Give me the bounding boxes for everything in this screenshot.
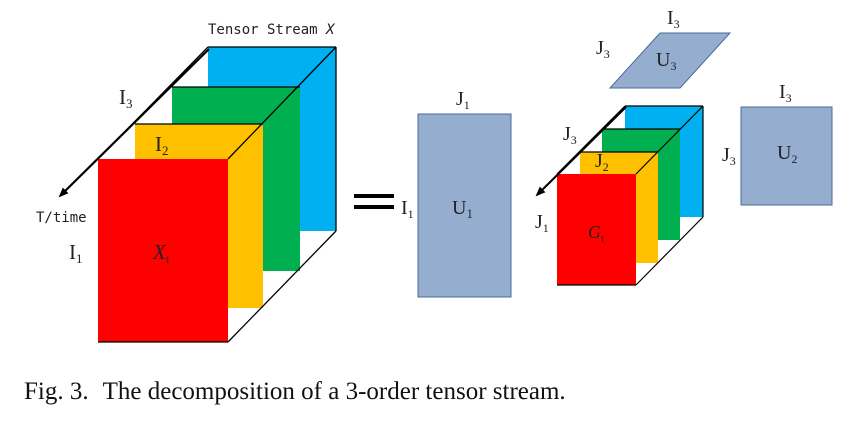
u2-label-j3: J3 [722, 144, 736, 168]
core-label-j2: J2 [595, 150, 609, 174]
u3-label-j3: J3 [596, 37, 610, 61]
figure-caption: Fig. 3. The decomposition of a 3-order te… [24, 378, 864, 406]
u3-matrix [608, 32, 732, 89]
u2-matrix [740, 106, 833, 206]
equals-sign [354, 194, 394, 209]
core-label-gt: Gt [588, 222, 604, 245]
u3-label-i3: I3 [667, 7, 680, 31]
factor-matrix-u1: U1 I1 J1 [401, 88, 512, 298]
factor-matrix-u2: U2 I3 J3 [722, 81, 833, 206]
time-axis-label: T/time [36, 210, 87, 226]
label-i2-left: I2 [155, 132, 169, 158]
core-time-axis-arrow [535, 106, 627, 197]
core-tensor: J3 J2 J1 Gt [535, 105, 704, 286]
u3-label: U3 [656, 49, 676, 73]
tensor-stream-title: Tensor Stream X [208, 22, 336, 38]
figure-caption-text: The decomposition of a 3-order tensor st… [102, 378, 566, 405]
core-slice-red [557, 174, 636, 285]
tensor-stream: Tensor Stream X T/time I3 I2 I1 Xt [36, 22, 337, 343]
u1-label-j1: J1 [456, 88, 470, 112]
tensor-decomposition-diagram: Tensor Stream X T/time I3 I2 I1 Xt U1 I1… [36, 7, 833, 343]
core-label-j1: J1 [535, 211, 549, 235]
figure-number: Fig. 3. [24, 378, 89, 405]
core-label-j3: J3 [563, 123, 577, 147]
slice-red-front [98, 159, 228, 342]
time-axis-arrow [58, 48, 210, 198]
u1-label-i1: I1 [401, 197, 414, 221]
u1-matrix [417, 113, 512, 298]
label-i3-left: I3 [119, 85, 133, 111]
label-i1-left: I1 [69, 240, 83, 266]
label-xt: Xt [152, 240, 170, 266]
u2-label-i3: I3 [779, 81, 792, 105]
u1-label: U1 [452, 197, 473, 221]
u2-label: U2 [777, 142, 797, 166]
factor-matrix-u3: U3 I3 J3 [596, 7, 732, 89]
